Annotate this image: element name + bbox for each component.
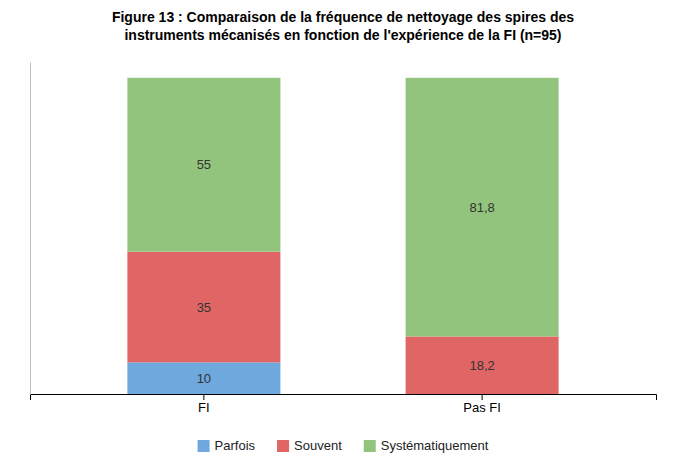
legend-item: Systématiquement (364, 438, 489, 453)
bar-segment (406, 78, 559, 337)
plot: 10 35 18,2 55 81,8 FI Pas FI (31, 63, 657, 416)
legend-item: Souvent (277, 438, 342, 453)
title-line: Figure 13 : Comparaison de la fréquence … (112, 9, 574, 25)
x-tick-mark (482, 394, 483, 400)
legend-swatch (277, 440, 289, 452)
bar-segment (127, 78, 280, 252)
x-tick: FI (198, 394, 210, 415)
x-tick: Pas FI (463, 394, 501, 415)
bar-segment (406, 336, 559, 394)
bar-segment (127, 362, 280, 394)
legend: Parfois Souvent Systématiquement (198, 438, 489, 453)
x-tick-label: Pas FI (463, 400, 501, 415)
x-axis-line (31, 395, 657, 401)
data-labels: 10 35 18,2 55 81,8 (197, 157, 495, 385)
data-label: 55 (197, 157, 211, 172)
legend-item: Parfois (198, 438, 256, 453)
legend-label: Parfois (215, 438, 256, 453)
y-axis-line (30, 63, 31, 395)
title: Figure 13 : Comparaison de la fréquence … (112, 9, 574, 43)
legend-swatch (364, 440, 376, 452)
legend-label: Souvent (294, 438, 342, 453)
y-axis (30, 63, 31, 395)
data-label: 18,2 (469, 358, 494, 373)
x-tick-label: FI (198, 400, 210, 415)
title-line: instruments mécanisés en fonction de l'e… (124, 27, 561, 43)
x-tick-mark (203, 394, 204, 400)
bars (127, 78, 558, 394)
data-label: 81,8 (469, 200, 494, 215)
data-label: 35 (197, 300, 211, 315)
x-axis: FI Pas FI (31, 394, 657, 415)
bar-segment (127, 252, 280, 363)
legend-swatch (198, 440, 210, 452)
chart: Figure 13 : Comparaison de la fréquence … (0, 0, 686, 472)
data-label: 10 (197, 371, 211, 386)
legend-label: Systématiquement (381, 438, 489, 453)
